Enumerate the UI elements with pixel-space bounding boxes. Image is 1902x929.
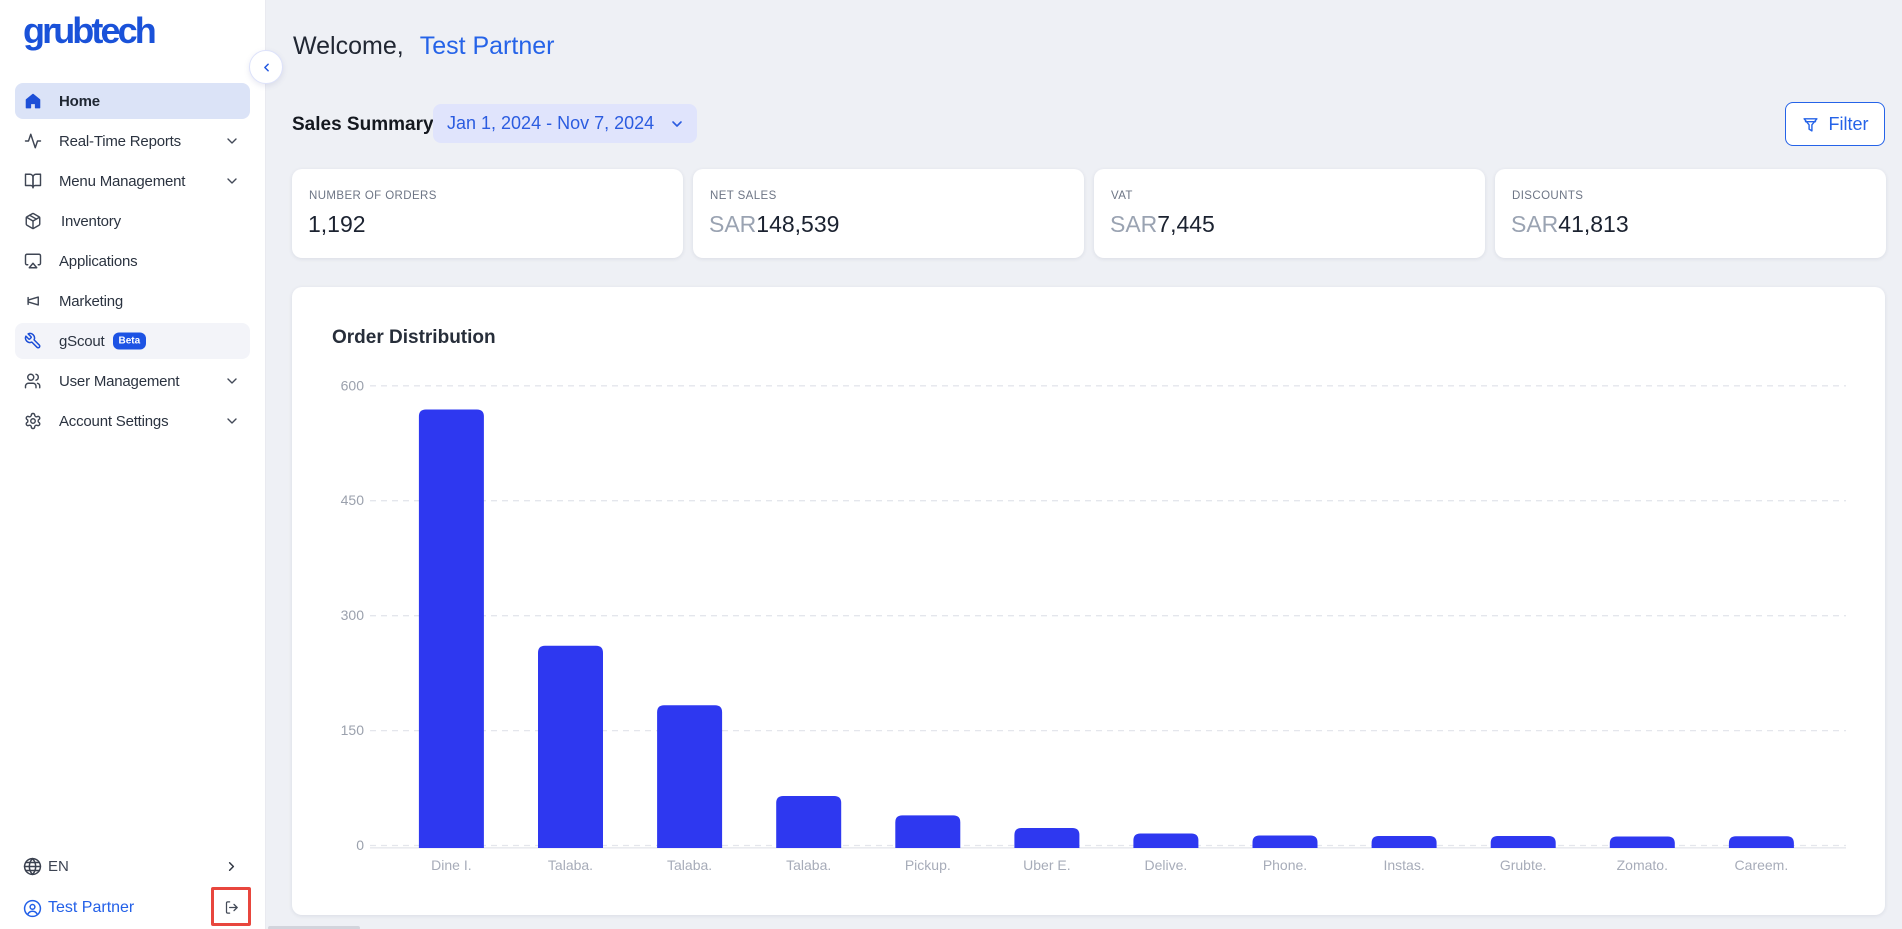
svg-text:Uber E.: Uber E. xyxy=(1023,857,1070,873)
svg-text:Phone.: Phone. xyxy=(1263,857,1307,873)
svg-text:Instas.: Instas. xyxy=(1383,857,1424,873)
svg-text:Dine I.: Dine I. xyxy=(431,857,471,873)
svg-text:Careem.: Careem. xyxy=(1735,857,1789,873)
svg-text:450: 450 xyxy=(341,492,365,508)
svg-text:Pickup.: Pickup. xyxy=(905,857,951,873)
svg-text:Zomato.: Zomato. xyxy=(1617,857,1668,873)
svg-text:150: 150 xyxy=(341,722,365,738)
svg-text:Delive.: Delive. xyxy=(1145,857,1188,873)
svg-text:Talaba.: Talaba. xyxy=(667,857,712,873)
svg-text:300: 300 xyxy=(341,607,365,623)
svg-text:0: 0 xyxy=(356,837,364,853)
svg-text:600: 600 xyxy=(341,377,365,393)
svg-text:Grubte.: Grubte. xyxy=(1500,857,1547,873)
svg-text:Talaba.: Talaba. xyxy=(548,857,593,873)
svg-text:Talaba.: Talaba. xyxy=(786,857,831,873)
